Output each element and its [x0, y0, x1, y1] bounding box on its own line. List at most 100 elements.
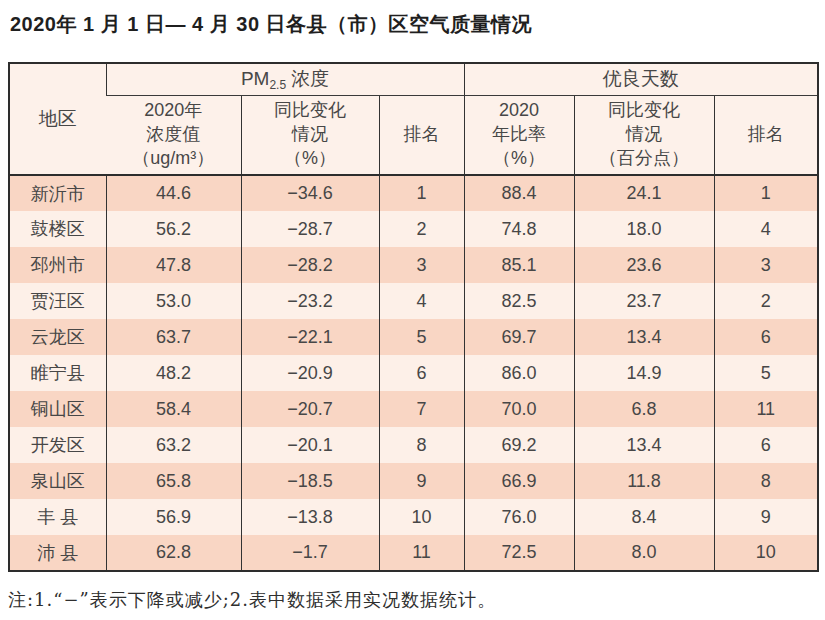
- pm-rank-cell: 10: [379, 499, 464, 535]
- column-header-region: 地区: [9, 63, 106, 175]
- column-header-good-change: 同比变化 情况 （百分点）: [574, 95, 714, 175]
- pm-value-cell: 58.4: [106, 391, 241, 427]
- good-rate-cell: 66.9: [464, 463, 574, 499]
- region-cell: 铜山区: [9, 391, 106, 427]
- pm-change-cell: −20.9: [241, 355, 379, 391]
- region-cell: 丰 县: [9, 499, 106, 535]
- group-header-pm25: PM2.5浓度: [106, 63, 464, 95]
- good-rank-cell: 5: [714, 355, 818, 391]
- column-header-pm-value: 2020年 浓度值 （ug/m³）: [106, 95, 241, 175]
- article-page: 2020年 1 月 1 日— 4 月 30 日各县（市）区空气质量情况 地区 P…: [0, 0, 825, 620]
- good-rate-cell: 69.7: [464, 319, 574, 355]
- good-change-cell: 24.1: [574, 175, 714, 211]
- good-rank-cell: 11: [714, 391, 818, 427]
- table-row: 开发区 63.2 −20.1 8 69.2 13.4 6: [9, 427, 818, 463]
- table-row: 泉山区 65.8 −18.5 9 66.9 11.8 8: [9, 463, 818, 499]
- good-rank-cell: 8: [714, 463, 818, 499]
- group-header-good-days: 优良天数: [464, 63, 818, 95]
- pm-rank-cell: 1: [379, 175, 464, 211]
- good-rate-cell: 69.2: [464, 427, 574, 463]
- pm-change-cell: −18.5: [241, 463, 379, 499]
- pm25-label: PM2.5浓度: [241, 68, 329, 89]
- region-cell: 开发区: [9, 427, 106, 463]
- pm-rank-cell: 6: [379, 355, 464, 391]
- pm25-subscript: 2.5: [269, 78, 286, 92]
- good-change-cell: 8.4: [574, 499, 714, 535]
- good-rank-cell: 6: [714, 319, 818, 355]
- good-rate-cell: 82.5: [464, 283, 574, 319]
- pm-change-cell: −1.7: [241, 535, 379, 571]
- table-row: 丰 县 56.9 −13.8 10 76.0 8.4 9: [9, 499, 818, 535]
- good-rate-cell: 86.0: [464, 355, 574, 391]
- good-rate-cell: 88.4: [464, 175, 574, 211]
- good-rank-cell: 2: [714, 283, 818, 319]
- column-header-good-rank: 排名: [714, 95, 818, 175]
- pm-change-cell: −13.8: [241, 499, 379, 535]
- pm-rank-cell: 3: [379, 247, 464, 283]
- pm-change-cell: −22.1: [241, 319, 379, 355]
- good-change-cell: 23.6: [574, 247, 714, 283]
- table-row: 沛 县 62.8 −1.7 11 72.5 8.0 10: [9, 535, 818, 571]
- region-cell: 贾汪区: [9, 283, 106, 319]
- pm-value-cell: 48.2: [106, 355, 241, 391]
- air-quality-table: 地区 PM2.5浓度 优良天数 2020年 浓度值 （ug/m³） 同比变化 情…: [8, 62, 819, 572]
- pm-change-cell: −28.7: [241, 211, 379, 247]
- good-change-cell: 14.9: [574, 355, 714, 391]
- region-cell: 云龙区: [9, 319, 106, 355]
- pm-value-cell: 65.8: [106, 463, 241, 499]
- table-row: 睢宁县 48.2 −20.9 6 86.0 14.9 5: [9, 355, 818, 391]
- pm-change-cell: −20.1: [241, 427, 379, 463]
- good-rank-cell: 3: [714, 247, 818, 283]
- pm-rank-cell: 7: [379, 391, 464, 427]
- page-title: 2020年 1 月 1 日— 4 月 30 日各县（市）区空气质量情况: [10, 11, 532, 38]
- good-change-cell: 18.0: [574, 211, 714, 247]
- table-row: 邳州市 47.8 −28.2 3 85.1 23.6 3: [9, 247, 818, 283]
- table-row: 贾汪区 53.0 −23.2 4 82.5 23.7 2: [9, 283, 818, 319]
- pm-change-cell: −23.2: [241, 283, 379, 319]
- pm-value-cell: 56.2: [106, 211, 241, 247]
- group-header-row: 地区 PM2.5浓度 优良天数: [9, 63, 818, 95]
- pm-change-cell: −28.2: [241, 247, 379, 283]
- good-change-cell: 13.4: [574, 319, 714, 355]
- good-rank-cell: 10: [714, 535, 818, 571]
- good-change-cell: 11.8: [574, 463, 714, 499]
- pm-value-cell: 63.2: [106, 427, 241, 463]
- good-rank-cell: 4: [714, 211, 818, 247]
- good-rate-cell: 72.5: [464, 535, 574, 571]
- pm-value-cell: 53.0: [106, 283, 241, 319]
- pm-rank-cell: 9: [379, 463, 464, 499]
- region-cell: 泉山区: [9, 463, 106, 499]
- good-rate-cell: 70.0: [464, 391, 574, 427]
- good-rank-cell: 6: [714, 427, 818, 463]
- region-cell: 新沂市: [9, 175, 106, 211]
- sub-header-row: 2020年 浓度值 （ug/m³） 同比变化 情况 （%） 排名 2020 年比…: [9, 95, 818, 175]
- good-rank-cell: 1: [714, 175, 818, 211]
- table-row: 云龙区 63.7 −22.1 5 69.7 13.4 6: [9, 319, 818, 355]
- region-cell: 沛 县: [9, 535, 106, 571]
- pm-change-cell: −34.6: [241, 175, 379, 211]
- table-row: 鼓楼区 56.2 −28.7 2 74.8 18.0 4: [9, 211, 818, 247]
- column-header-pm-change: 同比变化 情况 （%）: [241, 95, 379, 175]
- pm-rank-cell: 11: [379, 535, 464, 571]
- pm-rank-cell: 2: [379, 211, 464, 247]
- pm-value-cell: 44.6: [106, 175, 241, 211]
- table-header: 地区 PM2.5浓度 优良天数 2020年 浓度值 （ug/m³） 同比变化 情…: [9, 63, 818, 175]
- column-header-good-rate: 2020 年比率 （%）: [464, 95, 574, 175]
- good-change-cell: 23.7: [574, 283, 714, 319]
- table-row: 铜山区 58.4 −20.7 7 70.0 6.8 11: [9, 391, 818, 427]
- pm-rank-cell: 8: [379, 427, 464, 463]
- table-body: 新沂市 44.6 −34.6 1 88.4 24.1 1 鼓楼区 56.2 −2…: [9, 175, 818, 571]
- pm-rank-cell: 4: [379, 283, 464, 319]
- footnote: 注:1.“−”表示下降或减少;2.表中数据采用实况数据统计。: [8, 588, 496, 612]
- pm-value-cell: 62.8: [106, 535, 241, 571]
- table-row: 新沂市 44.6 −34.6 1 88.4 24.1 1: [9, 175, 818, 211]
- column-header-pm-rank: 排名: [379, 95, 464, 175]
- region-cell: 邳州市: [9, 247, 106, 283]
- pm-change-cell: −20.7: [241, 391, 379, 427]
- region-cell: 鼓楼区: [9, 211, 106, 247]
- good-rate-cell: 74.8: [464, 211, 574, 247]
- good-change-cell: 8.0: [574, 535, 714, 571]
- good-rate-cell: 85.1: [464, 247, 574, 283]
- region-cell: 睢宁县: [9, 355, 106, 391]
- good-change-cell: 13.4: [574, 427, 714, 463]
